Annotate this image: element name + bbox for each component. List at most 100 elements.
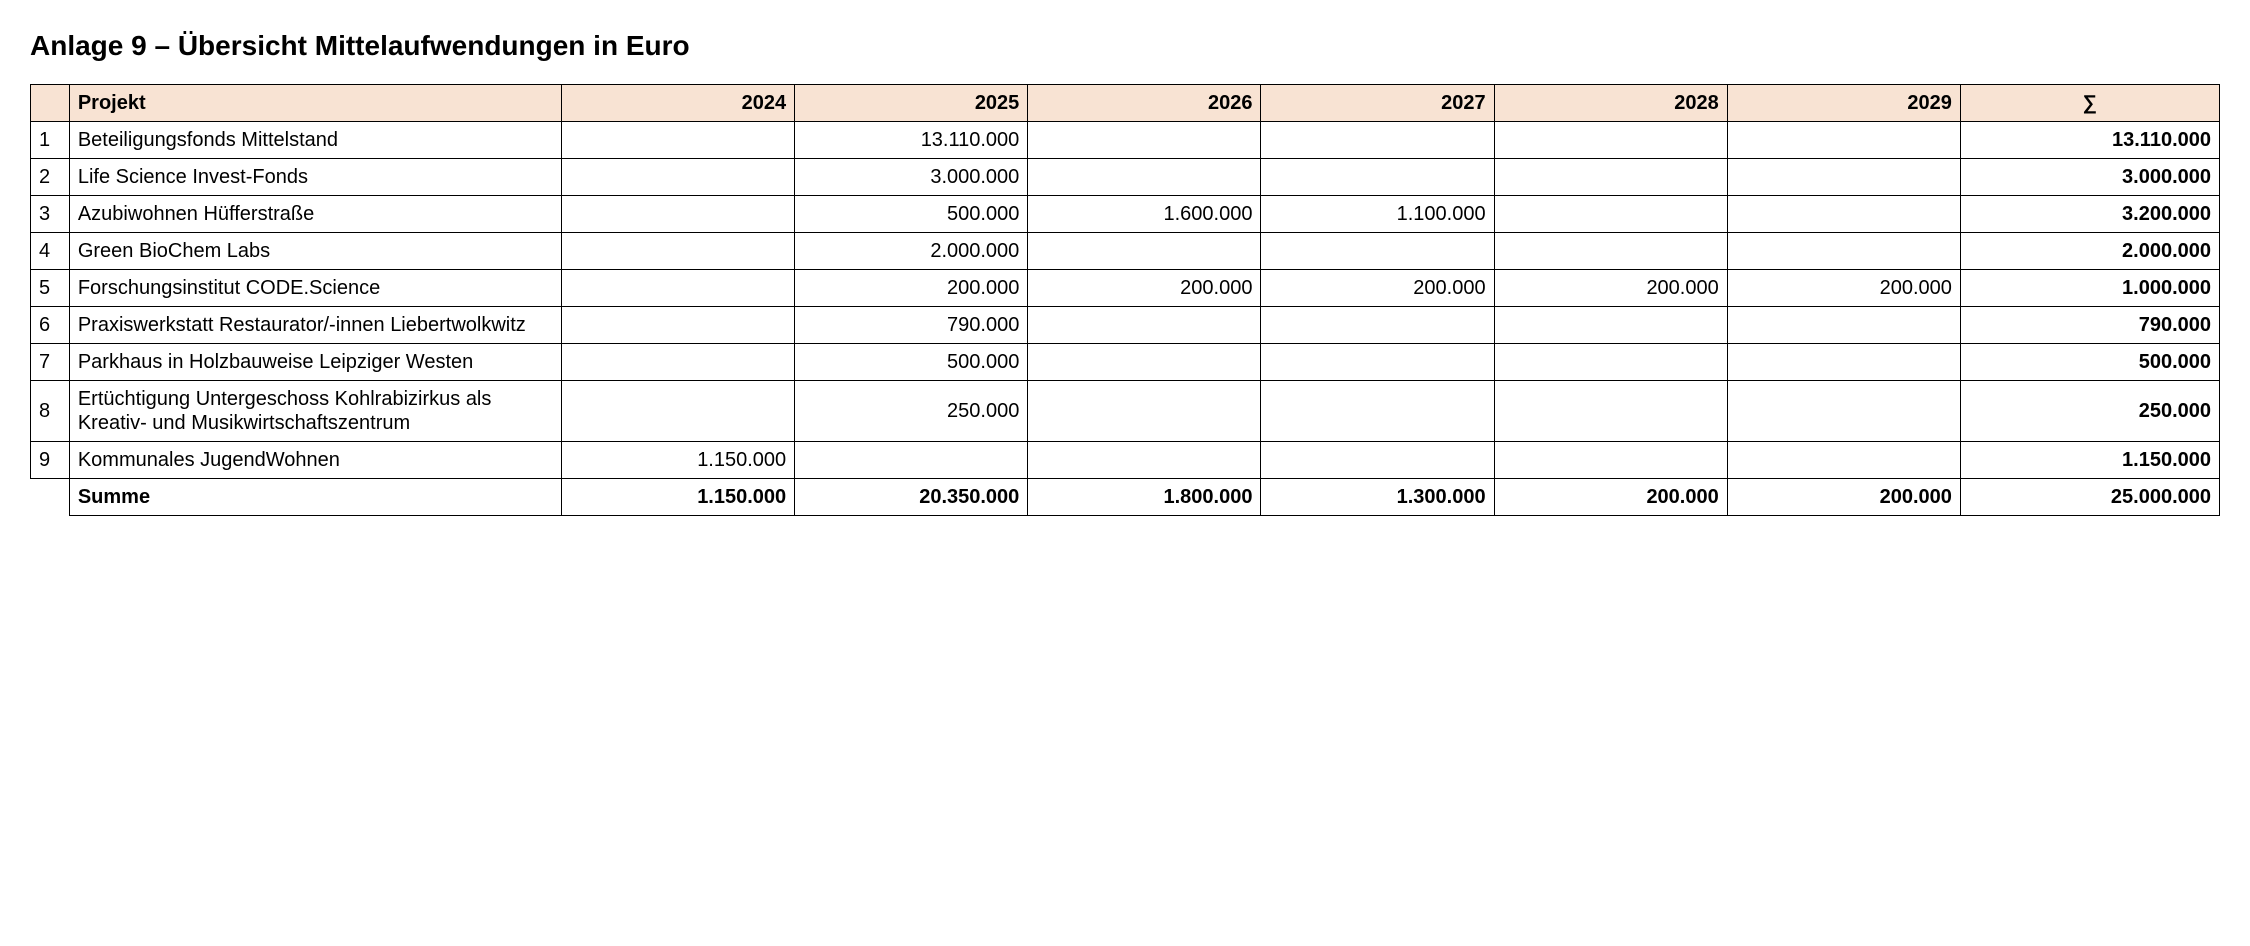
cell-2028: [1494, 344, 1727, 381]
cell-2025: 2.000.000: [795, 233, 1028, 270]
cell-2029: [1727, 233, 1960, 270]
table-row: 8Ertüchtigung Untergeschoss Kohlrabizirk…: [31, 381, 2220, 442]
table-header-row: Projekt 2024 2025 2026 2027 2028 2029 ∑: [31, 85, 2220, 122]
cell-2027: [1261, 122, 1494, 159]
budget-table: Projekt 2024 2025 2026 2027 2028 2029 ∑ …: [30, 84, 2220, 516]
table-row: 6Praxiswerkstatt Restaurator/-innen Lieb…: [31, 307, 2220, 344]
cell-2029: [1727, 122, 1960, 159]
cell-2027: [1261, 381, 1494, 442]
row-index: 9: [31, 442, 70, 479]
cell-2026: [1028, 233, 1261, 270]
footer-2027: 1.300.000: [1261, 479, 1494, 516]
row-project: Life Science Invest-Fonds: [69, 159, 561, 196]
table-row: 3Azubiwohnen Hüfferstraße 500.0001.600.00…: [31, 196, 2220, 233]
cell-2025: 200.000: [795, 270, 1028, 307]
cell-2025: 3.000.000: [795, 159, 1028, 196]
cell-2024: [562, 159, 795, 196]
cell-2027: [1261, 344, 1494, 381]
cell-2025: 250.000: [795, 381, 1028, 442]
cell-2024: [562, 270, 795, 307]
table-footer-row: Summe1.150.00020.350.0001.800.0001.300.0…: [31, 479, 2220, 516]
row-index: 3: [31, 196, 70, 233]
row-index: 1: [31, 122, 70, 159]
table-row: 5Forschungsinstitut CODE.Science200.0002…: [31, 270, 2220, 307]
row-index: 7: [31, 344, 70, 381]
row-index: 4: [31, 233, 70, 270]
cell-2028: [1494, 159, 1727, 196]
cell-2026: [1028, 381, 1261, 442]
row-project: Forschungsinstitut CODE.Science: [69, 270, 561, 307]
cell-2024: [562, 381, 795, 442]
cell-2028: 200.000: [1494, 270, 1727, 307]
cell-2026: [1028, 307, 1261, 344]
row-index: 5: [31, 270, 70, 307]
col-header-2026: 2026: [1028, 85, 1261, 122]
col-header-2027: 2027: [1261, 85, 1494, 122]
cell-2029: [1727, 344, 1960, 381]
cell-sum: 1.150.000: [1960, 442, 2219, 479]
cell-sum: 1.000.000: [1960, 270, 2219, 307]
cell-2026: [1028, 442, 1261, 479]
cell-2024: [562, 233, 795, 270]
cell-2024: 1.150.000: [562, 442, 795, 479]
cell-sum: 790.000: [1960, 307, 2219, 344]
row-project: Parkhaus in Holzbauweise Leipziger Weste…: [69, 344, 561, 381]
cell-2024: [562, 122, 795, 159]
cell-2026: [1028, 122, 1261, 159]
col-header-sum: ∑: [1960, 85, 2219, 122]
footer-2024: 1.150.000: [562, 479, 795, 516]
cell-2029: [1727, 307, 1960, 344]
cell-2029: [1727, 196, 1960, 233]
row-index: 6: [31, 307, 70, 344]
cell-2025: 790.000: [795, 307, 1028, 344]
cell-sum: 3.200.000: [1960, 196, 2219, 233]
cell-2028: [1494, 233, 1727, 270]
table-row: 2Life Science Invest-Fonds 3.000.000 3.000…: [31, 159, 2220, 196]
cell-2028: [1494, 122, 1727, 159]
cell-sum: 250.000: [1960, 381, 2219, 442]
table-row: 4Green BioChem Labs2.000.0002.000.000: [31, 233, 2220, 270]
row-index: 8: [31, 381, 70, 442]
cell-2025: [795, 442, 1028, 479]
table-row: 9Kommunales JugendWohnen1.150.0001.150.0…: [31, 442, 2220, 479]
cell-2027: [1261, 159, 1494, 196]
footer-2025: 20.350.000: [795, 479, 1028, 516]
cell-2025: 13.110.000: [795, 122, 1028, 159]
row-index: 2: [31, 159, 70, 196]
cell-2029: [1727, 381, 1960, 442]
col-header-index: [31, 85, 70, 122]
cell-2027: [1261, 233, 1494, 270]
page-title: Anlage 9 – Übersicht Mittelaufwendungen …: [30, 30, 2220, 62]
footer-2029: 200.000: [1727, 479, 1960, 516]
footer-sum: 25.000.000: [1960, 479, 2219, 516]
cell-2026: 1.600.000: [1028, 196, 1261, 233]
table-row: 1Beteiligungsfonds Mittelstand 13.110.000…: [31, 122, 2220, 159]
footer-index: [31, 479, 70, 516]
cell-2027: 1.100.000: [1261, 196, 1494, 233]
cell-sum: 500.000: [1960, 344, 2219, 381]
cell-2028: [1494, 381, 1727, 442]
col-header-project: Projekt: [69, 85, 561, 122]
cell-2029: [1727, 442, 1960, 479]
cell-2028: [1494, 307, 1727, 344]
row-project: Azubiwohnen Hüfferstraße: [69, 196, 561, 233]
col-header-2029: 2029: [1727, 85, 1960, 122]
cell-sum: 3.000.000: [1960, 159, 2219, 196]
cell-2029: [1727, 159, 1960, 196]
footer-2026: 1.800.000: [1028, 479, 1261, 516]
cell-2026: 200.000: [1028, 270, 1261, 307]
cell-2028: [1494, 442, 1727, 479]
col-header-2028: 2028: [1494, 85, 1727, 122]
cell-sum: 13.110.000: [1960, 122, 2219, 159]
cell-2027: [1261, 442, 1494, 479]
row-project: Ertüchtigung Untergeschoss Kohlrabizirku…: [69, 381, 561, 442]
row-project: Beteiligungsfonds Mittelstand: [69, 122, 561, 159]
cell-2027: [1261, 307, 1494, 344]
cell-2024: [562, 196, 795, 233]
table-row: 7Parkhaus in Holzbauweise Leipziger West…: [31, 344, 2220, 381]
cell-2025: 500.000: [795, 196, 1028, 233]
cell-2029: 200.000: [1727, 270, 1960, 307]
cell-2024: [562, 344, 795, 381]
cell-2026: [1028, 344, 1261, 381]
cell-2025: 500.000: [795, 344, 1028, 381]
